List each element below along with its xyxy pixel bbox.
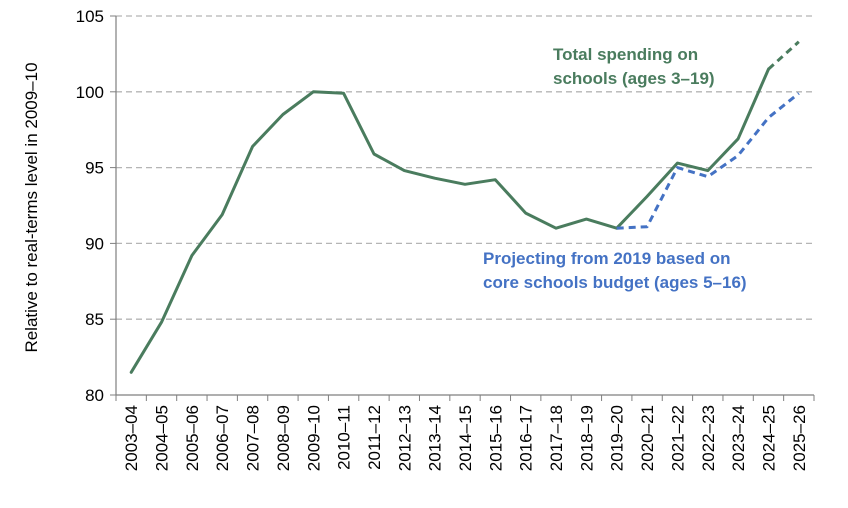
x-tick-label: 2025–26 bbox=[790, 405, 809, 471]
x-tick-label: 2018–19 bbox=[577, 405, 596, 471]
x-tick-label: 2008–09 bbox=[274, 405, 293, 471]
y-tick-label: 90 bbox=[85, 234, 104, 253]
annotation-total-spending: Total spending on schools (ages 3–19) bbox=[553, 45, 715, 88]
y-tick-label: 100 bbox=[76, 83, 104, 102]
series-line-1 bbox=[767, 40, 800, 71]
x-tick-label: 2010–11 bbox=[335, 405, 354, 470]
series-lines bbox=[129, 40, 800, 374]
x-tick-label: 2021–22 bbox=[668, 405, 687, 471]
x-tick-label: 2015–16 bbox=[486, 405, 505, 471]
y-tick-label: 95 bbox=[85, 159, 104, 178]
annotation-core-budget-line-1: Projecting from 2019 based on bbox=[483, 249, 731, 268]
x-tick-label: 2005–06 bbox=[183, 405, 202, 471]
x-tick-label: 2014–15 bbox=[456, 405, 475, 471]
annotation-core-budget-line-2: core schools budget (ages 5–16) bbox=[483, 273, 747, 292]
x-tick-label: 2020–21 bbox=[638, 405, 657, 471]
x-tick-label: 2011–12 bbox=[365, 405, 384, 470]
annotation-total-spending-line-1: Total spending on bbox=[553, 45, 698, 64]
y-axis-ticks: 80 85 90 95 100 105 bbox=[76, 7, 116, 405]
x-tick-label: 2016–17 bbox=[517, 405, 536, 471]
series-line-0 bbox=[129, 67, 770, 374]
annotation-core-budget: Projecting from 2019 based on core schoo… bbox=[483, 249, 747, 292]
y-tick-label: 85 bbox=[85, 310, 104, 329]
x-tick-label: 2007–08 bbox=[244, 405, 263, 471]
x-tick-label: 2017–18 bbox=[547, 405, 566, 471]
y-tick-label: 105 bbox=[76, 7, 104, 26]
x-tick-label: 2009–10 bbox=[304, 405, 323, 471]
x-axis-ticks: 2003–04 2004–05 2005–06 2006–07 2007–08 2008–… bbox=[115, 395, 815, 471]
series-line-2 bbox=[616, 92, 800, 230]
x-tick-label: 2023–24 bbox=[729, 405, 748, 471]
x-tick-label: 2004–05 bbox=[153, 405, 172, 471]
x-tick-label: 2022–23 bbox=[699, 405, 718, 471]
x-tick-label: 2013–14 bbox=[426, 405, 445, 471]
y-axis-label: Relative to real-terms level in 2009–10 bbox=[22, 62, 41, 352]
annotation-total-spending-line-2: schools (ages 3–19) bbox=[553, 69, 715, 88]
y-tick-label: 80 bbox=[85, 386, 104, 405]
x-tick-label: 2003–04 bbox=[122, 405, 141, 471]
x-tick-label: 2019–20 bbox=[608, 405, 627, 471]
x-tick-label: 2024–25 bbox=[759, 405, 778, 471]
x-tick-label: 2006–07 bbox=[213, 405, 232, 471]
axes bbox=[115, 16, 814, 396]
x-tick-label: 2012–13 bbox=[395, 405, 414, 471]
